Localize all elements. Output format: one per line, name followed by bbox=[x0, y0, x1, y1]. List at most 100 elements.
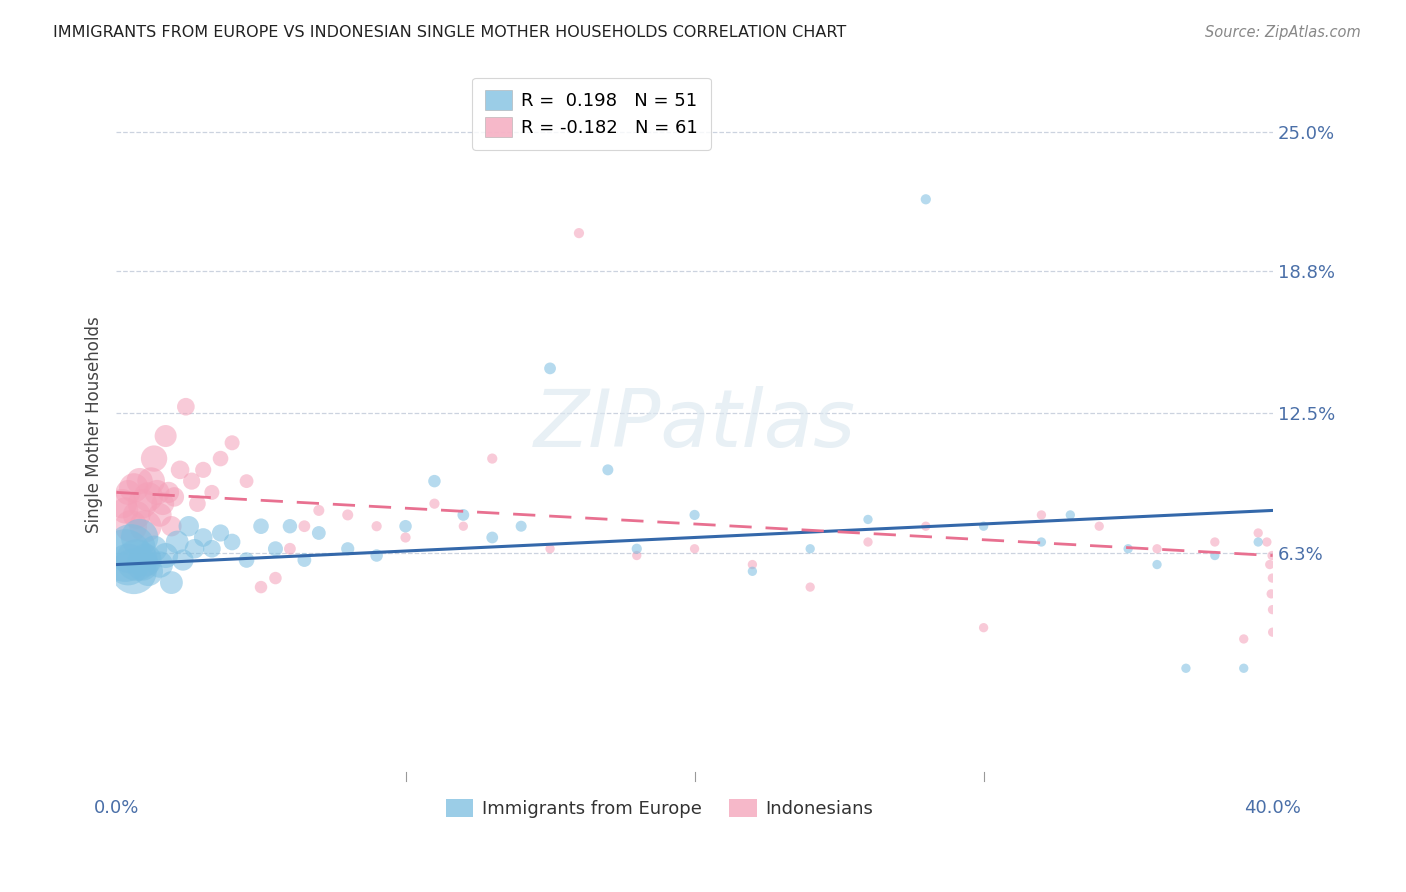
Point bbox=[146, 485, 169, 500]
Point bbox=[481, 531, 503, 545]
Point bbox=[174, 400, 197, 414]
Text: Source: ZipAtlas.com: Source: ZipAtlas.com bbox=[1205, 25, 1361, 40]
Point bbox=[1247, 535, 1270, 549]
Point bbox=[209, 526, 232, 541]
Point bbox=[235, 553, 257, 567]
Point bbox=[683, 508, 706, 522]
Point bbox=[278, 519, 301, 533]
Point bbox=[308, 503, 330, 517]
Point bbox=[131, 558, 153, 572]
Point bbox=[308, 526, 330, 541]
Point bbox=[114, 503, 136, 517]
Point bbox=[366, 519, 388, 533]
Point bbox=[626, 549, 648, 563]
Point bbox=[117, 485, 139, 500]
Point bbox=[134, 553, 156, 567]
Point bbox=[250, 519, 273, 533]
Text: IMMIGRANTS FROM EUROPE VS INDONESIAN SINGLE MOTHER HOUSEHOLDS CORRELATION CHART: IMMIGRANTS FROM EUROPE VS INDONESIAN SIN… bbox=[53, 25, 846, 40]
Point bbox=[193, 463, 215, 477]
Point bbox=[856, 535, 879, 549]
Point bbox=[799, 580, 821, 594]
Point bbox=[193, 531, 215, 545]
Point bbox=[1059, 508, 1081, 522]
Point bbox=[1233, 632, 1256, 646]
Point bbox=[169, 463, 191, 477]
Point bbox=[538, 541, 561, 556]
Point bbox=[157, 485, 180, 500]
Point bbox=[128, 474, 150, 488]
Point bbox=[155, 549, 177, 563]
Point bbox=[1146, 541, 1168, 556]
Point bbox=[741, 564, 763, 578]
Point bbox=[180, 474, 202, 488]
Point bbox=[201, 485, 224, 500]
Point bbox=[122, 564, 145, 578]
Point bbox=[111, 497, 134, 511]
Point bbox=[1256, 535, 1278, 549]
Point bbox=[568, 226, 591, 240]
Point bbox=[264, 541, 287, 556]
Point bbox=[856, 512, 879, 526]
Point bbox=[128, 531, 150, 545]
Point bbox=[131, 497, 153, 511]
Point bbox=[177, 519, 200, 533]
Point bbox=[423, 474, 446, 488]
Point bbox=[683, 541, 706, 556]
Point bbox=[1261, 549, 1284, 563]
Point bbox=[799, 541, 821, 556]
Point bbox=[1261, 625, 1284, 640]
Point bbox=[125, 508, 148, 522]
Point bbox=[973, 519, 995, 533]
Point bbox=[292, 519, 315, 533]
Point bbox=[394, 531, 416, 545]
Point bbox=[336, 541, 359, 556]
Point bbox=[221, 435, 243, 450]
Point bbox=[183, 541, 205, 556]
Point bbox=[538, 361, 561, 376]
Point bbox=[626, 541, 648, 556]
Point bbox=[453, 519, 475, 533]
Point bbox=[120, 519, 142, 533]
Point bbox=[973, 621, 995, 635]
Point bbox=[453, 508, 475, 522]
Point bbox=[1261, 602, 1284, 616]
Point bbox=[510, 519, 533, 533]
Point bbox=[264, 571, 287, 585]
Point bbox=[1260, 587, 1282, 601]
Point bbox=[125, 553, 148, 567]
Point bbox=[1031, 535, 1053, 549]
Point bbox=[163, 490, 186, 504]
Legend: Immigrants from Europe, Indonesians: Immigrants from Europe, Indonesians bbox=[439, 791, 880, 825]
Point bbox=[336, 508, 359, 522]
Point bbox=[366, 549, 388, 563]
Point bbox=[141, 474, 163, 488]
Y-axis label: Single Mother Households: Single Mother Households bbox=[86, 317, 103, 533]
Point bbox=[1031, 508, 1053, 522]
Point bbox=[209, 451, 232, 466]
Point bbox=[1088, 519, 1111, 533]
Text: 0.0%: 0.0% bbox=[94, 799, 139, 817]
Point bbox=[278, 541, 301, 556]
Point bbox=[1247, 526, 1270, 541]
Point bbox=[292, 553, 315, 567]
Point bbox=[143, 541, 166, 556]
Point bbox=[160, 575, 183, 590]
Point bbox=[596, 463, 619, 477]
Point bbox=[1261, 571, 1284, 585]
Point bbox=[1204, 535, 1226, 549]
Point bbox=[149, 508, 172, 522]
Text: 40.0%: 40.0% bbox=[1244, 799, 1301, 817]
Point bbox=[134, 519, 156, 533]
Point bbox=[136, 490, 159, 504]
Point bbox=[117, 558, 139, 572]
Point bbox=[186, 497, 208, 511]
Point bbox=[1146, 558, 1168, 572]
Point bbox=[122, 481, 145, 495]
Point bbox=[120, 541, 142, 556]
Point bbox=[741, 558, 763, 572]
Point bbox=[221, 535, 243, 549]
Point bbox=[1204, 549, 1226, 563]
Point bbox=[114, 549, 136, 563]
Point bbox=[235, 474, 257, 488]
Point bbox=[394, 519, 416, 533]
